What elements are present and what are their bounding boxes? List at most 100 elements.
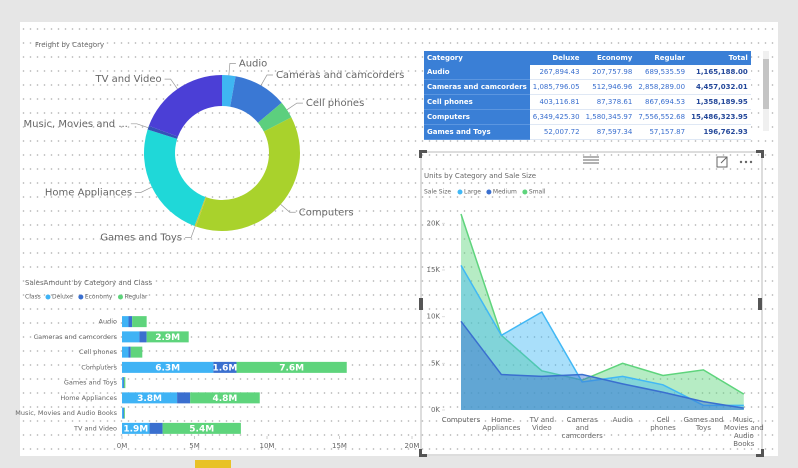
table-cell: 7,556,552.68 bbox=[635, 109, 689, 125]
donut-slice bbox=[147, 125, 178, 139]
page-tab[interactable] bbox=[195, 460, 231, 468]
slice-label: Home Appliances bbox=[45, 187, 132, 198]
table-cell: 4,457,032.01 bbox=[688, 79, 751, 95]
table-cell: 15,486,323.95 bbox=[688, 109, 751, 125]
table-row: Computers 6,349,425.30 1,580,345.97 7,556,5… bbox=[424, 109, 751, 125]
category-label: Games and Toys bbox=[64, 379, 118, 387]
legend-label: Regular bbox=[124, 294, 148, 301]
x-tick-label: Music, Movies and Audio Books bbox=[724, 416, 764, 448]
x-tick-label: Home Appliances bbox=[482, 416, 520, 432]
bar-segment bbox=[128, 316, 133, 328]
table-cell: 1,085,796.05 bbox=[529, 79, 583, 95]
bar-segment bbox=[177, 392, 191, 404]
slice-label: Music, Movies and ... bbox=[24, 119, 128, 130]
bar-segment bbox=[149, 422, 163, 434]
bar-segment bbox=[146, 331, 189, 343]
bar-segment bbox=[124, 407, 125, 419]
slice-label: Cameras and camcorders bbox=[276, 70, 404, 81]
column-header: Deluxe bbox=[529, 51, 583, 65]
y-tick-label: 20K bbox=[427, 219, 441, 227]
leader-line bbox=[280, 204, 296, 213]
table-cell: 196,762.93 bbox=[688, 124, 751, 140]
area bbox=[461, 321, 744, 410]
drag-handle[interactable] bbox=[583, 156, 599, 164]
table-cell: 689,535.59 bbox=[635, 65, 689, 80]
table-row: Cell phones 403,116.81 87,378.61 867,694.53… bbox=[424, 94, 751, 110]
table-cell: 6,349,425.30 bbox=[529, 109, 583, 125]
bar-segment bbox=[190, 392, 260, 404]
slice-label: Games and Toys bbox=[100, 233, 182, 244]
legend-marker bbox=[117, 294, 123, 300]
chart-title: Freight by Category bbox=[35, 41, 104, 49]
x-tick-label: 15M bbox=[332, 442, 347, 450]
table: Category Deluxe Economy Regular Total Audio 26… bbox=[424, 51, 751, 140]
value-label: 3.8M bbox=[137, 394, 162, 404]
table-cell: 57,157.87 bbox=[635, 124, 689, 140]
bar-segment bbox=[123, 407, 125, 419]
chart-title: SalesAmount by Category and Class bbox=[25, 279, 153, 287]
category-label: Computers bbox=[81, 363, 117, 371]
bar-segment bbox=[122, 422, 150, 434]
x-tick-label: Games and Toys bbox=[683, 416, 723, 432]
legend-title: Sale Size bbox=[424, 189, 451, 196]
leader-line bbox=[260, 74, 273, 86]
x-tick-label: Audio bbox=[613, 416, 633, 424]
leader-line bbox=[185, 226, 196, 238]
bar-segment bbox=[123, 377, 125, 389]
x-tick-label: Computers bbox=[442, 416, 481, 424]
area-line bbox=[460, 320, 744, 409]
bar-segment bbox=[122, 331, 140, 343]
leader-line bbox=[130, 123, 149, 129]
header-row: Category Deluxe Economy Regular Total bbox=[424, 51, 751, 65]
table-cell: 512,946.96 bbox=[582, 79, 636, 95]
y-tick-label: 10K bbox=[427, 313, 441, 321]
bar-segment bbox=[139, 331, 147, 343]
bar-segment bbox=[130, 346, 143, 358]
table-cell: 87,378.61 bbox=[582, 94, 636, 110]
bar-segment bbox=[122, 407, 124, 419]
x-tick-label: 5M bbox=[189, 442, 200, 450]
area bbox=[461, 214, 744, 410]
side-handle[interactable] bbox=[419, 298, 423, 310]
donut-slice bbox=[148, 75, 222, 137]
side-handle[interactable] bbox=[758, 298, 762, 310]
category-label: Music, Movies and Audio Books bbox=[15, 409, 117, 417]
table-cell: Cell phones bbox=[424, 94, 530, 110]
leader-line bbox=[228, 62, 236, 76]
focus-mode-icon[interactable] bbox=[716, 156, 728, 168]
legend-label: Deluxe bbox=[52, 294, 73, 301]
table-cell: 207,757.98 bbox=[582, 65, 636, 80]
table-cell: 1,358,189.95 bbox=[688, 94, 751, 110]
value-label: 5.4M bbox=[189, 424, 214, 434]
table-cell: 52,007.72 bbox=[529, 124, 583, 140]
more-options[interactable] bbox=[739, 160, 753, 164]
x-tick-label: 20M bbox=[405, 442, 420, 450]
table-cell: Cameras and camcorders bbox=[424, 79, 530, 95]
table-cell: Computers bbox=[424, 109, 530, 125]
y-tick-label: 5K bbox=[431, 359, 440, 367]
x-tick-label: Cameras and camcorders bbox=[562, 416, 603, 440]
scroll-thumb[interactable] bbox=[763, 59, 769, 109]
x-tick-label: Cell phones bbox=[650, 416, 676, 432]
area-line bbox=[460, 213, 745, 395]
bar-segment bbox=[122, 377, 124, 389]
leader-line bbox=[286, 102, 303, 111]
scrollbar[interactable] bbox=[763, 51, 769, 131]
x-tick-label: 0M bbox=[117, 442, 128, 450]
donut-slice bbox=[257, 102, 292, 132]
legend-marker bbox=[522, 189, 528, 195]
slice-label: Audio bbox=[239, 58, 267, 69]
donut-slice bbox=[144, 129, 206, 226]
bar-segment bbox=[236, 361, 347, 373]
category-label: Cell phones bbox=[79, 348, 118, 356]
bar-segment bbox=[122, 361, 214, 373]
table-cell: 1,165,188.00 bbox=[688, 65, 751, 80]
column-header: Economy bbox=[582, 51, 636, 65]
area bbox=[461, 265, 744, 410]
donut-slice bbox=[222, 75, 236, 107]
table-row: Games and Toys 52,007.72 87,597.34 57,157.8… bbox=[424, 124, 751, 140]
bar-segment bbox=[162, 422, 241, 434]
bar-segment bbox=[132, 316, 147, 328]
